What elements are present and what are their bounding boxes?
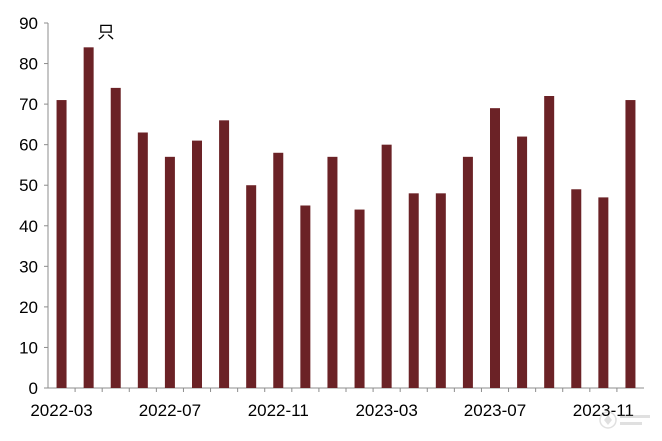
bar-2022-09 — [219, 120, 230, 388]
y-tick-label: 10 — [19, 338, 38, 357]
x-tick-label: 2023-03 — [355, 401, 417, 420]
bar-2022-06 — [137, 132, 148, 388]
y-tick-label: 20 — [19, 298, 38, 317]
y-tick-label: 0 — [29, 379, 38, 398]
bar-2023-09 — [544, 96, 555, 388]
x-tick-label: 2023-07 — [464, 401, 526, 420]
bar-2023-10 — [571, 189, 582, 388]
y-tick-label: 80 — [19, 55, 38, 74]
bar-2022-05 — [110, 87, 121, 388]
bar-2023-07 — [490, 108, 500, 389]
y-tick-label: 40 — [19, 217, 38, 236]
bar-2023-05 — [435, 193, 446, 388]
bar-2022-03 — [56, 100, 67, 388]
axes — [47, 23, 644, 389]
y-tick-label: 50 — [19, 176, 38, 195]
bar-2023-02 — [354, 209, 365, 388]
bar-2022-10 — [246, 185, 257, 388]
bar-2022-11 — [273, 152, 284, 388]
bar-2023-11 — [598, 197, 609, 388]
x-axis-ticks — [74, 388, 618, 392]
bar-2023-01 — [327, 156, 338, 388]
y-unit-label: 只 — [98, 23, 115, 42]
y-tick-label: 90 — [19, 14, 38, 33]
x-axis-tick-labels: 2022-03 2022-07 2022-11 2023-03 2023-07 2023-… — [30, 401, 634, 420]
x-tick-label: 2023-11 — [573, 401, 634, 420]
bar-2022-12 — [300, 205, 311, 388]
y-tick-label: 30 — [19, 257, 38, 276]
bars — [56, 47, 636, 389]
bar-2022-04 — [83, 47, 94, 388]
bar-2023-04 — [408, 193, 419, 388]
bar-2022-07 — [164, 156, 175, 388]
x-tick-label: 2022-03 — [30, 401, 92, 420]
y-tick-label: 60 — [19, 136, 38, 155]
x-tick-label: 2022-07 — [139, 401, 201, 420]
y-axis-tick-labels: 0 10 20 30 40 50 60 70 80 90 — [19, 14, 48, 398]
y-tick-label: 70 — [19, 95, 38, 114]
bar-2023-08 — [517, 136, 528, 388]
bar-2023-12 — [625, 100, 636, 388]
bar-2023-06 — [462, 156, 473, 388]
bar-2023-03 — [381, 144, 392, 388]
bar-2022-08 — [192, 140, 202, 388]
x-tick-label: 2022-11 — [248, 401, 309, 420]
